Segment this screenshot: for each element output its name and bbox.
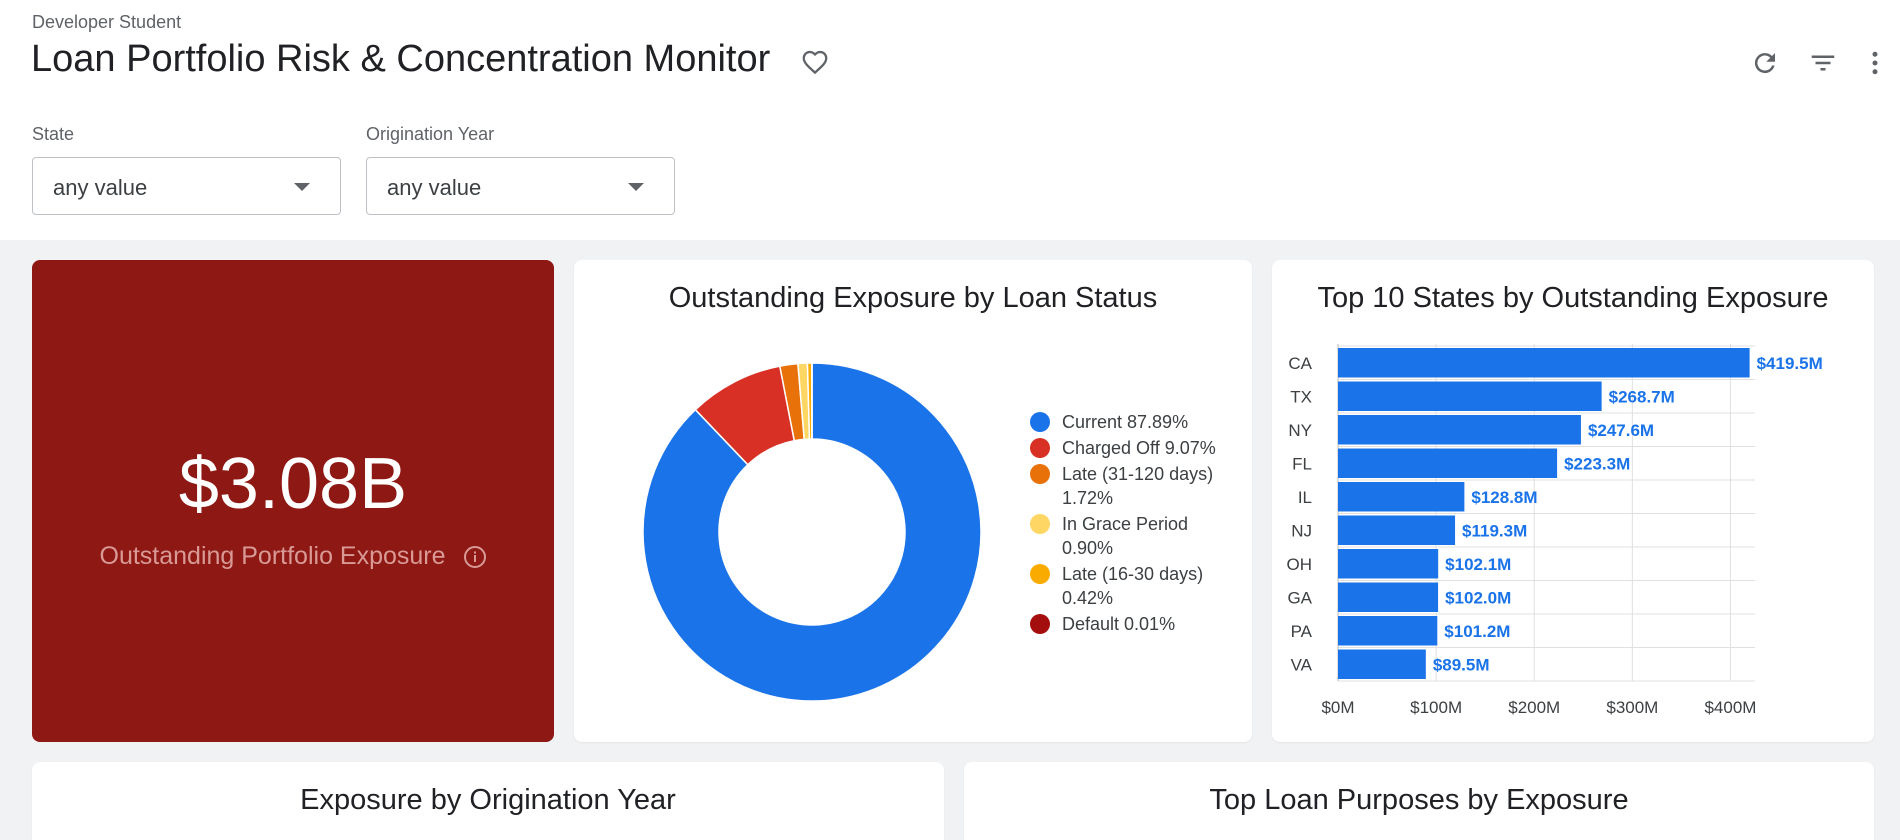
- bar[interactable]: [1338, 381, 1602, 412]
- legend-label: In Grace Period 0.90%: [1062, 514, 1189, 558]
- category-label: FL: [1292, 454, 1312, 473]
- data-label: $89.5M: [1433, 655, 1490, 674]
- refresh-icon[interactable]: [1750, 48, 1780, 78]
- data-label: $119.3M: [1462, 521, 1527, 540]
- legend-label: Charged Off 9.07%: [1062, 438, 1216, 458]
- loan-status-card: Outstanding Exposure by Loan Status Curr…: [574, 260, 1252, 742]
- category-label: OH: [1287, 555, 1313, 574]
- bar[interactable]: [1338, 448, 1558, 479]
- bar[interactable]: [1338, 649, 1426, 680]
- legend-item: Current 87.89%: [1030, 410, 1240, 434]
- bar-chart-title: Top 10 States by Outstanding Exposure: [1317, 282, 1829, 314]
- legend-item: In Grace Period 0.90%: [1030, 512, 1240, 560]
- tick-label: $400M: [1704, 698, 1756, 717]
- category-label: GA: [1287, 588, 1312, 607]
- loan-purposes-title: Top Loan Purposes by Exposure: [1209, 784, 1629, 816]
- kpi-label: Outstanding Portfolio Exposure: [99, 542, 446, 570]
- category-label: VA: [1291, 655, 1313, 674]
- tick-label: $0M: [1321, 698, 1354, 717]
- category-label: NJ: [1291, 521, 1312, 540]
- year-filter-value: any value: [387, 175, 482, 200]
- legend-label: Late (31-120 days) 1.72%: [1062, 464, 1214, 508]
- legend-item: Default 0.01%: [1030, 612, 1240, 636]
- filter-icon[interactable]: [1808, 48, 1838, 78]
- data-label: $102.0M: [1445, 588, 1511, 607]
- category-label: IL: [1298, 488, 1312, 507]
- dashboard-header: Developer Student Loan Portfolio Risk & …: [0, 0, 1900, 240]
- legend-dot: [1030, 614, 1050, 634]
- year-filter-select[interactable]: any value: [366, 157, 675, 215]
- bar[interactable]: [1338, 415, 1581, 445]
- category-label: PA: [1291, 622, 1313, 641]
- top-states-card: Top 10 States by Outstanding Exposure CA…: [1272, 260, 1874, 742]
- bar-chart: CA $419.5M TX $268.7M NY $247.6M FL $223.3M IL $1…: [1287, 344, 1823, 717]
- legend-item: Charged Off 9.07%: [1030, 436, 1240, 460]
- data-label: $102.1M: [1445, 555, 1511, 574]
- dashboard-owner: Developer Student: [32, 12, 182, 32]
- donut-chart: [642, 362, 982, 702]
- data-label: $419.5M: [1757, 354, 1823, 373]
- origination-year-title: Exposure by Origination Year: [300, 784, 676, 816]
- category-label: TX: [1290, 387, 1312, 406]
- category-label: CA: [1288, 354, 1312, 373]
- tick-label: $300M: [1606, 698, 1658, 717]
- year-filter-label: Origination Year: [366, 124, 495, 144]
- state-filter-select[interactable]: any value: [32, 157, 341, 215]
- kpi-value: $3.08B: [178, 444, 408, 524]
- legend-dot: [1030, 564, 1050, 584]
- data-label: $268.7M: [1609, 387, 1675, 406]
- legend-item: Late (31-120 days) 1.72%: [1030, 462, 1240, 510]
- data-label: $101.2M: [1444, 622, 1510, 641]
- donut-legend: Current 87.89% Charged Off 9.07% Late (3…: [1030, 410, 1240, 638]
- data-label: $247.6M: [1588, 421, 1654, 440]
- origination-year-card: Exposure by Origination Year: [32, 762, 944, 840]
- legend-dot: [1030, 514, 1050, 534]
- bar[interactable]: [1338, 515, 1456, 546]
- bar[interactable]: [1338, 582, 1439, 613]
- legend-dot: [1030, 438, 1050, 458]
- chevron-down-icon: [294, 183, 310, 191]
- tick-label: $200M: [1508, 698, 1560, 717]
- bar[interactable]: [1338, 348, 1750, 378]
- more-vert-icon[interactable]: [1860, 48, 1890, 78]
- legend-label: Late (16-30 days) 0.42%: [1062, 564, 1204, 608]
- legend-label: Default 0.01%: [1062, 614, 1176, 634]
- donut-slice[interactable]: [642, 362, 982, 702]
- data-label: $223.3M: [1564, 454, 1630, 473]
- bar[interactable]: [1338, 549, 1439, 579]
- loan-purposes-card: Top Loan Purposes by Exposure: [964, 762, 1874, 840]
- heart-icon[interactable]: [800, 47, 830, 77]
- state-filter-value: any value: [53, 175, 148, 200]
- kpi-card: $3.08B Outstanding Portfolio Exposure: [32, 260, 554, 742]
- donut-chart-title: Outstanding Exposure by Loan Status: [668, 282, 1158, 314]
- bar[interactable]: [1338, 482, 1465, 512]
- legend-dot: [1030, 464, 1050, 484]
- legend-dot: [1030, 412, 1050, 432]
- dashboard-title: Loan Portfolio Risk & Concentration Moni…: [31, 38, 771, 80]
- legend-item: Late (16-30 days) 0.42%: [1030, 562, 1240, 610]
- state-filter-label: State: [32, 124, 75, 144]
- legend-label: Current 87.89%: [1062, 412, 1189, 432]
- data-label: $128.8M: [1471, 488, 1537, 507]
- kpi-label-row: Outstanding Portfolio Exposure: [32, 542, 554, 571]
- chevron-down-icon: [628, 183, 644, 191]
- tick-label: $100M: [1410, 698, 1462, 717]
- category-label: NY: [1288, 421, 1312, 440]
- bar[interactable]: [1338, 616, 1438, 646]
- info-icon[interactable]: [463, 545, 487, 569]
